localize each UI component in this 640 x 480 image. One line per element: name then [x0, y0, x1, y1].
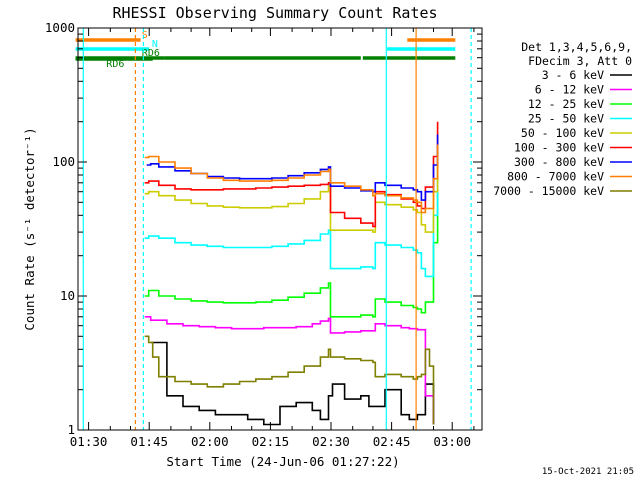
y-tick-label-3: 100: [52, 154, 75, 169]
x-tick-label-2: 01:45: [130, 434, 168, 449]
y-tick-label-2: 10: [60, 288, 75, 303]
series-line-2: [144, 316, 435, 425]
marker-label-4: RD6: [106, 59, 124, 70]
x-axis-label: Start Time (24-Jun-06 01:27:22): [166, 454, 399, 469]
marker-label-3: RD6: [142, 48, 160, 59]
series-line-3: [144, 191, 439, 318]
x-tick-label-1: 01:30: [70, 434, 108, 449]
x-tick-label-7: 03:00: [433, 434, 471, 449]
x-tick-label-4: 02:15: [252, 434, 290, 449]
generation-timestamp: 15-Oct-2021 21:05: [542, 467, 634, 477]
legend-label-3: 12 - 25 keV: [528, 97, 604, 111]
series-layer: [144, 121, 439, 426]
axes-layer: 01:30 01:45 02:00 02:15 02:30 02:45 03:00 1 10 10…: [45, 20, 482, 449]
vertical-lines-layer: [82, 28, 472, 430]
series-line-8: [144, 144, 439, 214]
legend-label-6: 100 - 300 keV: [514, 141, 604, 155]
legend-label-5: 50 - 100 keV: [521, 126, 604, 140]
marker-label-2: N: [152, 39, 158, 50]
series-line-1: [150, 341, 435, 426]
legend-label-9: 7000 - 15000 keV: [493, 184, 604, 198]
plot-frame: [77, 27, 483, 431]
x-tick-label-6: 02:45: [373, 434, 411, 449]
legend-header-detectors: Det 1,3,4,5,6,9,: [521, 40, 632, 54]
series-line-4: [144, 162, 439, 278]
series-line-5: [144, 146, 439, 233]
legend-label-7: 300 - 800 keV: [514, 155, 604, 169]
y-tick-label-4: 1000: [45, 20, 75, 35]
y-axis-label: Count Rate (s⁻¹ detector⁻¹): [22, 127, 37, 330]
chart-title: RHESSI Observing Summary Count Rates: [112, 4, 437, 22]
legend-label-4: 25 - 50 keV: [528, 112, 604, 126]
legend: Det 1,3,4,5,6,9, FDecim 3, Att 0 3 - 6 k…: [493, 40, 632, 198]
y-tick-label-1: 1: [67, 422, 75, 437]
legend-label-1: 3 - 6 keV: [542, 68, 604, 82]
marker-label-1: S: [142, 30, 148, 41]
x-tick-label-3: 02:00: [191, 434, 229, 449]
legend-label-2: 6 - 12 keV: [535, 83, 604, 97]
series-line-9: [144, 335, 435, 425]
legend-label-8: 800 - 7000 keV: [507, 170, 604, 184]
x-tick-label-5: 02:30: [312, 434, 350, 449]
legend-header-decimation: FDecim 3, Att 0: [528, 54, 632, 68]
